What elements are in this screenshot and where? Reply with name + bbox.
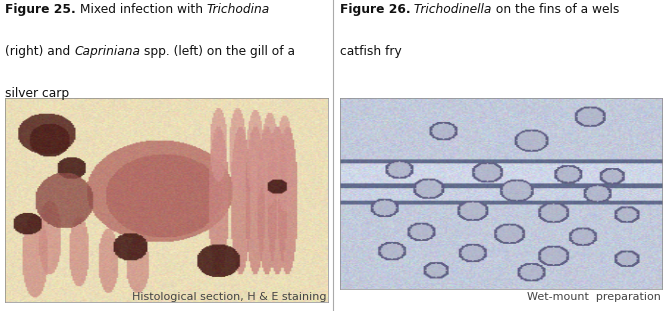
Text: Figure 25.: Figure 25. [5,3,76,16]
Text: spp. (left) on the gill of a: spp. (left) on the gill of a [141,45,296,58]
Text: Histological section, H & E staining: Histological section, H & E staining [132,292,326,302]
Text: Mixed infection with: Mixed infection with [76,3,207,16]
Text: on the fins of a wels: on the fins of a wels [492,3,619,16]
Text: catfish fry: catfish fry [340,45,402,58]
Text: Figure 26.: Figure 26. [340,3,410,16]
Text: (right) and: (right) and [5,45,75,58]
Text: Trichodina: Trichodina [207,3,270,16]
Text: silver carp: silver carp [5,87,69,100]
Text: Wet-mount  preparation: Wet-mount preparation [527,292,661,302]
Text: Trichodinella: Trichodinella [410,3,492,16]
Text: Capriniana: Capriniana [75,45,141,58]
